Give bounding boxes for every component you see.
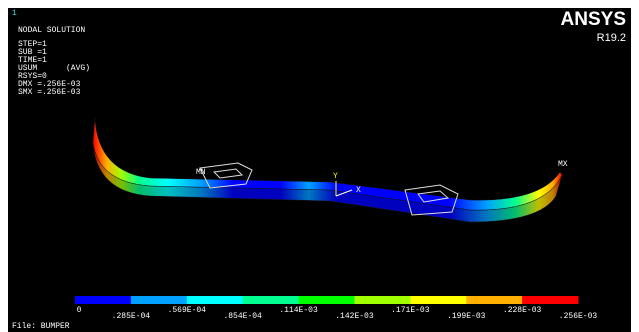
legend-label: .854E-04 <box>223 312 262 321</box>
info-line: SMX =.256E-03 <box>18 88 81 97</box>
legend-label: .171E-03 <box>391 306 430 315</box>
legend-label: 0 <box>77 306 82 315</box>
version: R19.2 <box>597 32 626 44</box>
legend-swatch <box>354 296 410 304</box>
legend-label: .285E-04 <box>112 312 151 321</box>
legend-swatch <box>466 296 522 304</box>
legend-label: .228E-03 <box>503 306 542 315</box>
legend-label: .142E-03 <box>335 312 374 321</box>
legend-swatch <box>131 296 187 304</box>
legend-swatch <box>410 296 466 304</box>
legend-label: .569E-04 <box>168 306 207 315</box>
legend-label: .114E-03 <box>279 306 318 315</box>
result-title: NODAL SOLUTION <box>18 26 85 35</box>
brand: ANSYS <box>561 9 626 30</box>
page: 1 NODAL SOLUTION STEP=1SUB =1TIME=1USUM … <box>0 0 639 332</box>
legend-swatch <box>522 296 578 304</box>
axis-y-label: Y <box>333 172 338 181</box>
legend-swatch <box>299 296 355 304</box>
file-name: File: BUMPER <box>12 322 70 331</box>
window-index: 1 <box>12 9 17 18</box>
axis-x-label: X <box>356 186 361 195</box>
legend-swatch <box>75 296 131 304</box>
max-label: MX <box>558 160 568 169</box>
legend-label: .199E-03 <box>447 312 486 321</box>
legend-swatch <box>243 296 299 304</box>
min-label: MN <box>196 168 206 177</box>
legend-label: .256E-03 <box>559 312 598 321</box>
legend-swatch <box>187 296 243 304</box>
ansys-window: 1 NODAL SOLUTION STEP=1SUB =1TIME=1USUM … <box>0 0 639 332</box>
